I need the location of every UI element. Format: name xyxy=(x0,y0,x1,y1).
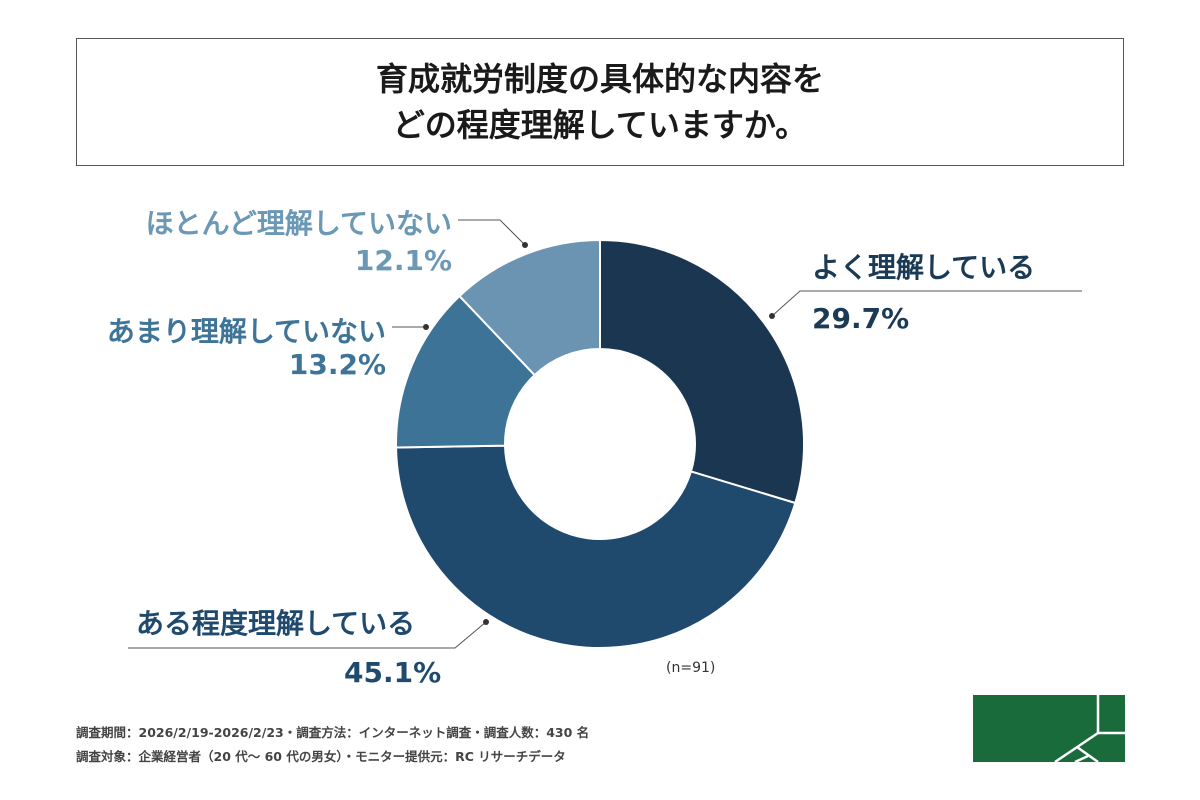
leader-dot-2 xyxy=(423,324,429,330)
donut-slice-1 xyxy=(395,444,797,649)
label-category-2: あまり理解していない xyxy=(106,315,386,348)
title-line-1: 育成就労制度の具体的な内容を xyxy=(375,60,824,98)
title-box: 育成就労制度の具体的な内容を どの程度理解していますか。 xyxy=(76,38,1124,166)
donut-slice-0 xyxy=(599,238,805,505)
label-value-0: 29.7% xyxy=(812,302,910,335)
label-category-3: ほとんど理解していない xyxy=(145,207,452,240)
leader-dot-1 xyxy=(483,619,489,625)
leader-dot-0 xyxy=(769,313,775,319)
leader-line-1 xyxy=(128,621,487,649)
label-value-2: 13.2% xyxy=(288,348,386,381)
leader-line-0 xyxy=(771,290,1082,317)
leader-line-3 xyxy=(458,219,526,246)
label-category-1: ある程度理解している xyxy=(136,607,416,640)
donut-slice-3 xyxy=(458,238,601,377)
leader-dot-3 xyxy=(522,242,528,248)
donut-slice-2 xyxy=(395,294,536,449)
label-value-3: 12.1% xyxy=(354,244,452,277)
title-line-2: どの程度理解していますか。 xyxy=(392,106,808,144)
footer-line-2: 調査対象：企業経営者（20 代～ 60 代の男女）・モニター提供元：RC リサー… xyxy=(76,749,566,764)
footer-line-1: 調査期間：2026/2/19-2026/2/23・調査方法：インターネット調査・… xyxy=(76,725,590,740)
logo xyxy=(973,695,1125,764)
label-value-1: 45.1% xyxy=(344,656,442,689)
sample-size-note: (n=91) xyxy=(666,660,716,676)
label-category-0: よく理解している xyxy=(812,251,1036,284)
